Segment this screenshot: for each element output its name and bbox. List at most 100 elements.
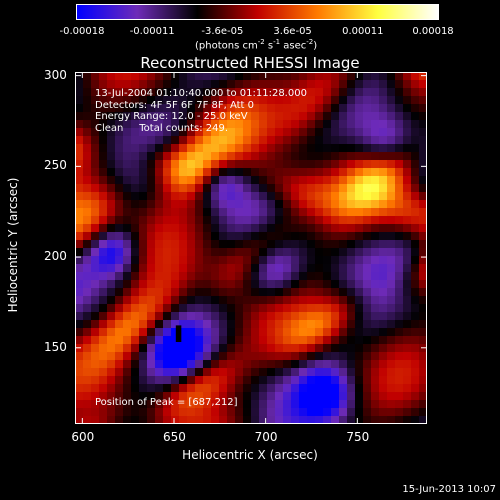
heatmap-cell [227, 120, 236, 129]
heatmap-cell [403, 152, 412, 161]
heatmap-cell [299, 216, 308, 225]
heatmap-cell [339, 368, 348, 377]
heatmap-cell [219, 344, 228, 353]
heatmap-cell [307, 104, 316, 113]
heatmap-cell [355, 392, 364, 401]
heatmap-cell [387, 136, 396, 145]
heatmap-cell [131, 320, 140, 329]
heatmap-cell [411, 384, 420, 393]
heatmap-cell [211, 304, 220, 313]
heatmap-cell [267, 88, 276, 97]
heatmap-cell [315, 200, 324, 209]
heatmap-cell [187, 360, 196, 369]
heatmap-cell [339, 400, 348, 409]
heatmap-cell [299, 384, 308, 393]
heatmap-cell [307, 320, 316, 329]
heatmap-cell [283, 248, 292, 257]
heatmap-cell [219, 80, 228, 89]
heatmap-cell [211, 256, 220, 265]
heatmap-cell [387, 376, 396, 385]
heatmap-cell [315, 328, 324, 337]
heatmap-cell [307, 344, 316, 353]
heatmap-cell [379, 248, 388, 257]
heatmap-cell [107, 264, 116, 273]
heatmap-cell [283, 224, 292, 233]
heatmap-cell [147, 128, 156, 137]
heatmap-cell [163, 104, 172, 113]
heatmap-cell [235, 416, 244, 424]
heatmap-cell [99, 144, 108, 153]
heatmap-cell [123, 88, 132, 97]
heatmap-cell [91, 408, 100, 417]
heatmap-cell [411, 368, 420, 377]
heatmap-cell [339, 216, 348, 225]
heatmap-cell [339, 88, 348, 97]
y-tick-label: 200 [44, 249, 67, 264]
heatmap-cell [243, 160, 252, 169]
heatmap-cell [155, 232, 164, 241]
heatmap-cell [355, 416, 364, 424]
heatmap-cell [147, 344, 156, 353]
heatmap-cell [379, 344, 388, 353]
heatmap-cell [187, 280, 196, 289]
heatmap-cell [331, 216, 340, 225]
heatmap-cell [163, 352, 172, 361]
heatmap-cell [299, 120, 308, 129]
heatmap-cell [267, 240, 276, 249]
heatmap-cell [147, 224, 156, 233]
heatmap-cell [219, 296, 228, 305]
heatmap-cell [315, 400, 324, 409]
heatmap-cell [99, 256, 108, 265]
heatmap-cell [131, 136, 140, 145]
heatmap-cell [235, 112, 244, 121]
heatmap-cell [75, 416, 84, 424]
heatmap-cell [195, 88, 204, 97]
heatmap-cell [419, 288, 427, 297]
heatmap-cell [163, 224, 172, 233]
heatmap-cell [179, 256, 188, 265]
heatmap-cell [395, 408, 404, 417]
heatmap-cell [275, 88, 284, 97]
heatmap-cell [323, 304, 332, 313]
heatmap-cell [323, 112, 332, 121]
heatmap-cell [339, 96, 348, 105]
heatmap-cell [363, 176, 372, 185]
heatmap-cell [83, 320, 92, 329]
heatmap-cell [211, 288, 220, 297]
heatmap-cell [419, 408, 427, 417]
heatmap-cell [227, 280, 236, 289]
heatmap-cell [283, 344, 292, 353]
heatmap-cell [227, 296, 236, 305]
heatmap-cell [339, 104, 348, 113]
heatmap-cell [323, 200, 332, 209]
y-tick-label: 300 [44, 67, 67, 82]
heatmap-cell [419, 152, 427, 161]
heatmap-cell [403, 384, 412, 393]
heatmap-cell [83, 152, 92, 161]
heatmap-cell [91, 400, 100, 409]
heatmap-cell [283, 368, 292, 377]
heatmap-cell [355, 88, 364, 97]
heatmap-cell [347, 272, 356, 281]
heatmap-cell [395, 320, 404, 329]
heatmap-cell [131, 248, 140, 257]
heatmap-cell [259, 200, 268, 209]
heatmap-cell [379, 176, 388, 185]
heatmap-cell [187, 408, 196, 417]
heatmap-cell [275, 216, 284, 225]
heatmap-cell [75, 248, 84, 257]
heatmap-cell [235, 288, 244, 297]
heatmap-cell [243, 216, 252, 225]
heatmap-cell [123, 312, 132, 321]
heatmap-cell [235, 328, 244, 337]
heatmap-cell [395, 104, 404, 113]
heatmap-cell [243, 264, 252, 273]
heatmap-cell [75, 216, 84, 225]
heatmap-cell [179, 408, 188, 417]
heatmap-cell [387, 336, 396, 345]
heatmap-cell [315, 320, 324, 329]
heatmap-cell [299, 144, 308, 153]
heatmap-cell [163, 320, 172, 329]
heatmap-cell [163, 368, 172, 377]
heatmap-cell [243, 184, 252, 193]
